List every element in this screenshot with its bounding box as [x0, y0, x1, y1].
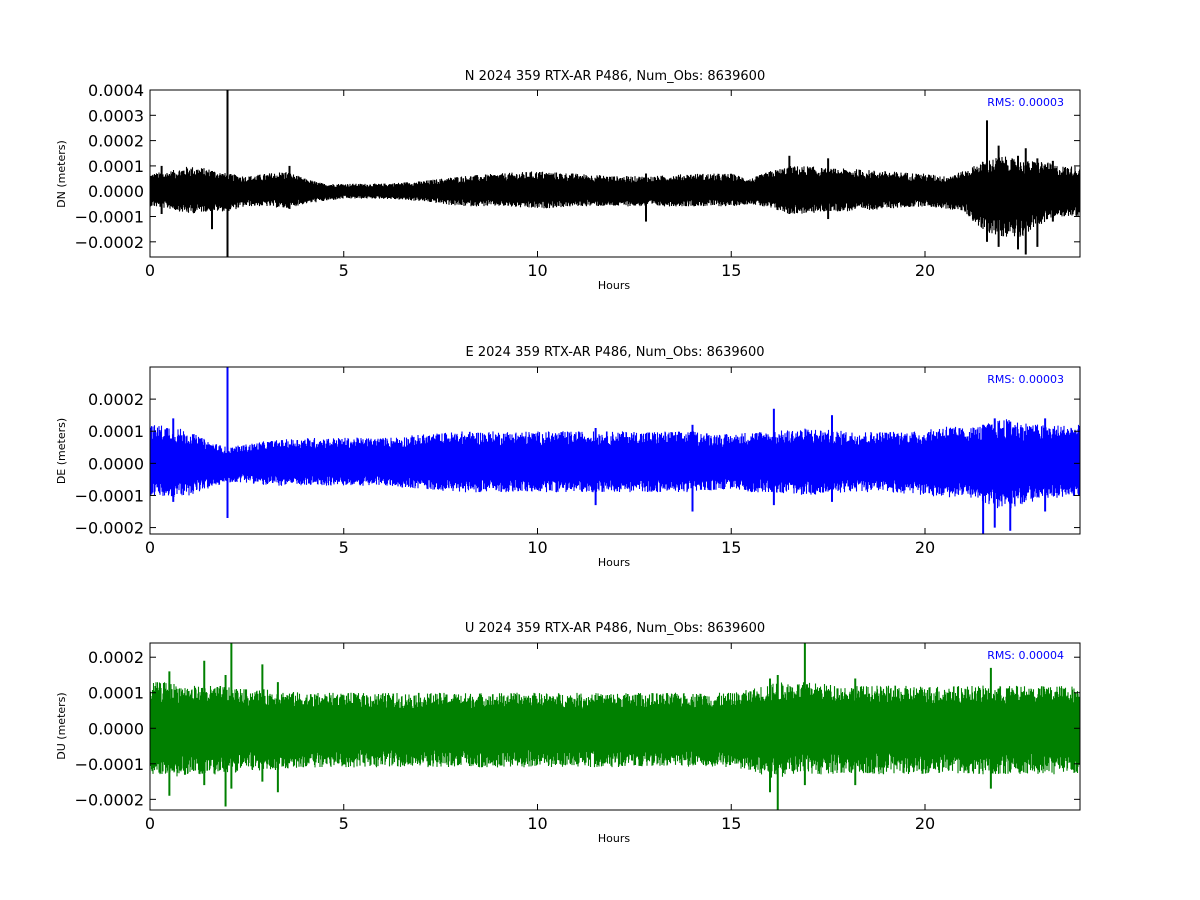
north-rms-label: RMS: 0.00003: [987, 96, 1064, 109]
up-ytick-label: 0.0001: [88, 684, 144, 703]
north-ytick-label: −0.0001: [75, 208, 144, 227]
up-xtick-label: 5: [339, 814, 349, 833]
up-ytick-label: −0.0001: [75, 755, 144, 774]
north-xtick-label: 0: [145, 261, 155, 280]
east-series-line: [150, 419, 1080, 509]
east-ytick-label: 0.0000: [88, 454, 144, 473]
up-xtick-label: 0: [145, 814, 155, 833]
north-xtick-label: 20: [915, 261, 935, 280]
east-panel: E 2024 359 RTX-AR P486, Num_Obs: 8639600…: [55, 345, 1081, 569]
east-axes-frame: [149, 366, 1081, 535]
east-xtick-label: 10: [527, 538, 547, 557]
up-axes-frame: [149, 642, 1081, 811]
north-ylabel: DN (meters): [55, 140, 68, 208]
up-title: U 2024 359 RTX-AR P486, Num_Obs: 8639600: [465, 621, 765, 636]
north-ytick-label: 0.0003: [88, 106, 144, 125]
up-ytick-label: 0.0000: [88, 719, 144, 738]
north-panel: N 2024 359 RTX-AR P486, Num_Obs: 8639600…: [55, 69, 1081, 292]
east-xtick-label: 5: [339, 538, 349, 557]
east-xtick-label: 20: [915, 538, 935, 557]
north-ytick-label: 0.0004: [88, 81, 144, 100]
north-ytick-label: 0.0000: [88, 182, 144, 201]
up-xtick-label: 10: [527, 814, 547, 833]
north-ytick-label: 0.0002: [88, 132, 144, 151]
north-ytick-label: 0.0001: [88, 157, 144, 176]
up-ytick-label: −0.0002: [75, 790, 144, 809]
east-title: E 2024 359 RTX-AR P486, Num_Obs: 8639600: [466, 345, 765, 360]
north-xtick-label: 15: [721, 261, 741, 280]
up-ylabel: DU (meters): [55, 692, 68, 759]
north-title: N 2024 359 RTX-AR P486, Num_Obs: 8639600: [465, 69, 765, 84]
east-xlabel: Hours: [598, 556, 630, 569]
east-xtick-label: 15: [721, 538, 741, 557]
east-ytick-label: −0.0002: [75, 519, 144, 538]
up-panel: U 2024 359 RTX-AR P486, Num_Obs: 8639600…: [55, 621, 1081, 845]
north-xlabel: Hours: [598, 279, 630, 292]
north-xtick-label: 5: [339, 261, 349, 280]
north-ytick-label: −0.0002: [75, 233, 144, 252]
east-rms-label: RMS: 0.00003: [987, 373, 1064, 386]
up-xtick-label: 20: [915, 814, 935, 833]
east-ytick-label: 0.0001: [88, 422, 144, 441]
east-ytick-label: −0.0001: [75, 486, 144, 505]
north-xtick-label: 10: [527, 261, 547, 280]
north-series-line: [150, 156, 1080, 237]
east-xtick-label: 0: [145, 538, 155, 557]
up-rms-label: RMS: 0.00004: [987, 649, 1064, 662]
up-ytick-label: 0.0002: [88, 648, 144, 667]
east-ylabel: DE (meters): [55, 418, 68, 484]
up-xtick-label: 15: [721, 814, 741, 833]
up-xlabel: Hours: [598, 832, 630, 845]
east-ytick-label: 0.0002: [88, 390, 144, 409]
north-axes-frame: [149, 89, 1081, 258]
